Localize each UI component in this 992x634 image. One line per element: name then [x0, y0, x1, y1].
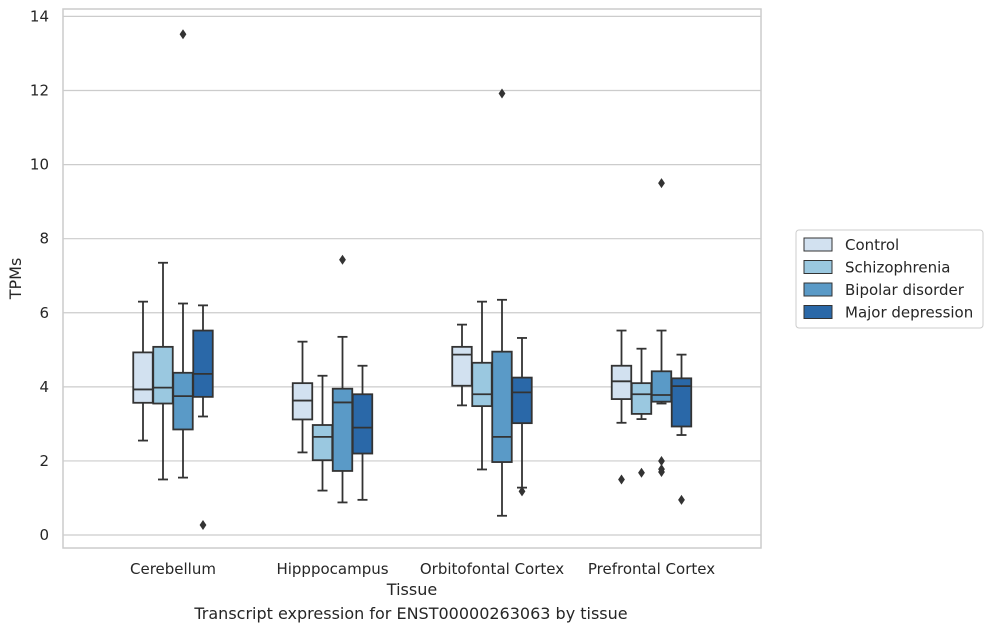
box-prefrontal-cortex-schizophrenia — [630, 347, 653, 478]
x-tick-label: Cerebellum — [130, 560, 216, 578]
y-tick-label: 6 — [39, 304, 49, 322]
outlier-point — [498, 88, 506, 99]
box-hipppocampus-control — [291, 340, 314, 454]
legend-item-schizophrenia: Schizophrenia — [803, 259, 950, 277]
legend-swatch — [803, 237, 833, 252]
outlier-point — [658, 178, 665, 189]
y-tick-label: 8 — [39, 230, 49, 248]
box-body — [650, 370, 673, 403]
chart-caption: Transcript expression for ENST0000026306… — [194, 604, 628, 623]
box-hipppocampus-schizophrenia — [311, 374, 334, 492]
legend-item-major-depression: Major depression — [803, 304, 973, 322]
box-orbitofontal-cortex-control — [451, 323, 473, 407]
box-hipppocampus-bipolar-disorder — [331, 254, 354, 504]
y-tick-label: 4 — [39, 378, 49, 396]
y-tick-label: 2 — [39, 452, 49, 470]
outlier-point — [179, 29, 187, 40]
outlier-point — [658, 467, 665, 478]
boxes — [132, 29, 693, 531]
x-axis-ticks: Cerebellum Hipppocampus Orbitofontal Corte… — [130, 560, 715, 578]
box-body — [331, 387, 354, 472]
box-cerebellum-schizophrenia — [152, 261, 174, 481]
outlier-point — [658, 455, 665, 466]
box-prefrontal-cortex-bipolar-disorder — [650, 178, 673, 478]
box-orbitofontal-cortex-bipolar-disorder — [491, 88, 513, 517]
legend-label: Schizophrenia — [845, 259, 950, 277]
x-tick-label: Prefrontal Cortex — [588, 560, 715, 578]
x-axis-label: Tissue — [386, 580, 437, 599]
box-prefrontal-cortex-major-depression — [670, 353, 693, 505]
box-body — [491, 350, 513, 463]
x-tick-label: Hipppocampus — [276, 560, 388, 578]
y-axis-ticks: 0 2 4 6 8 10 12 14 — [30, 7, 49, 544]
y-tick-label: 12 — [30, 81, 49, 99]
legend-item-bipolar-disorder: Bipolar disorder — [803, 281, 965, 299]
box-body — [172, 371, 194, 431]
box-orbitofontal-cortex-schizophrenia — [471, 300, 493, 471]
y-axis-label: TPMs — [6, 258, 25, 301]
box-orbitofontal-cortex-major-depression — [511, 337, 533, 497]
box-body — [670, 377, 693, 428]
legend-label: Major depression — [845, 304, 973, 322]
box-body — [511, 376, 533, 425]
legend-label: Control — [845, 236, 899, 254]
legend-frame — [795, 229, 984, 329]
box-body — [630, 382, 653, 415]
box-cerebellum-bipolar-disorder — [172, 29, 194, 479]
box-body — [152, 345, 174, 405]
box-body — [311, 424, 334, 462]
y-tick-label: 10 — [30, 156, 49, 174]
x-tick-label: Orbitofontal Cortex — [420, 560, 564, 578]
legend-swatch — [803, 260, 833, 274]
box-body — [351, 393, 374, 455]
legend-swatch — [803, 282, 833, 297]
outlier-point — [638, 467, 645, 478]
box-cerebellum-control — [132, 300, 154, 442]
gridlines — [63, 15, 761, 536]
box-body — [192, 329, 214, 398]
box-cerebellum-major-depression — [192, 304, 214, 531]
outlier-point — [518, 486, 526, 497]
outlier-point — [678, 494, 685, 505]
legend-swatch — [803, 305, 833, 319]
box-hipppocampus-major-depression — [351, 364, 374, 501]
plot-frame — [62, 8, 762, 549]
outlier-point — [339, 254, 346, 265]
outlier-point — [618, 474, 625, 485]
box-body — [610, 364, 633, 400]
outlier-point — [199, 520, 207, 531]
y-tick-label: 0 — [39, 526, 49, 544]
box-body — [132, 351, 154, 404]
legend-item-control: Control — [803, 236, 899, 254]
box-body — [471, 361, 493, 408]
legend: Control Schizophrenia Bipolar disorder Majo… — [795, 229, 984, 329]
legend-label: Bipolar disorder — [845, 281, 965, 299]
box-body — [451, 345, 473, 387]
y-tick-label: 14 — [30, 7, 49, 25]
